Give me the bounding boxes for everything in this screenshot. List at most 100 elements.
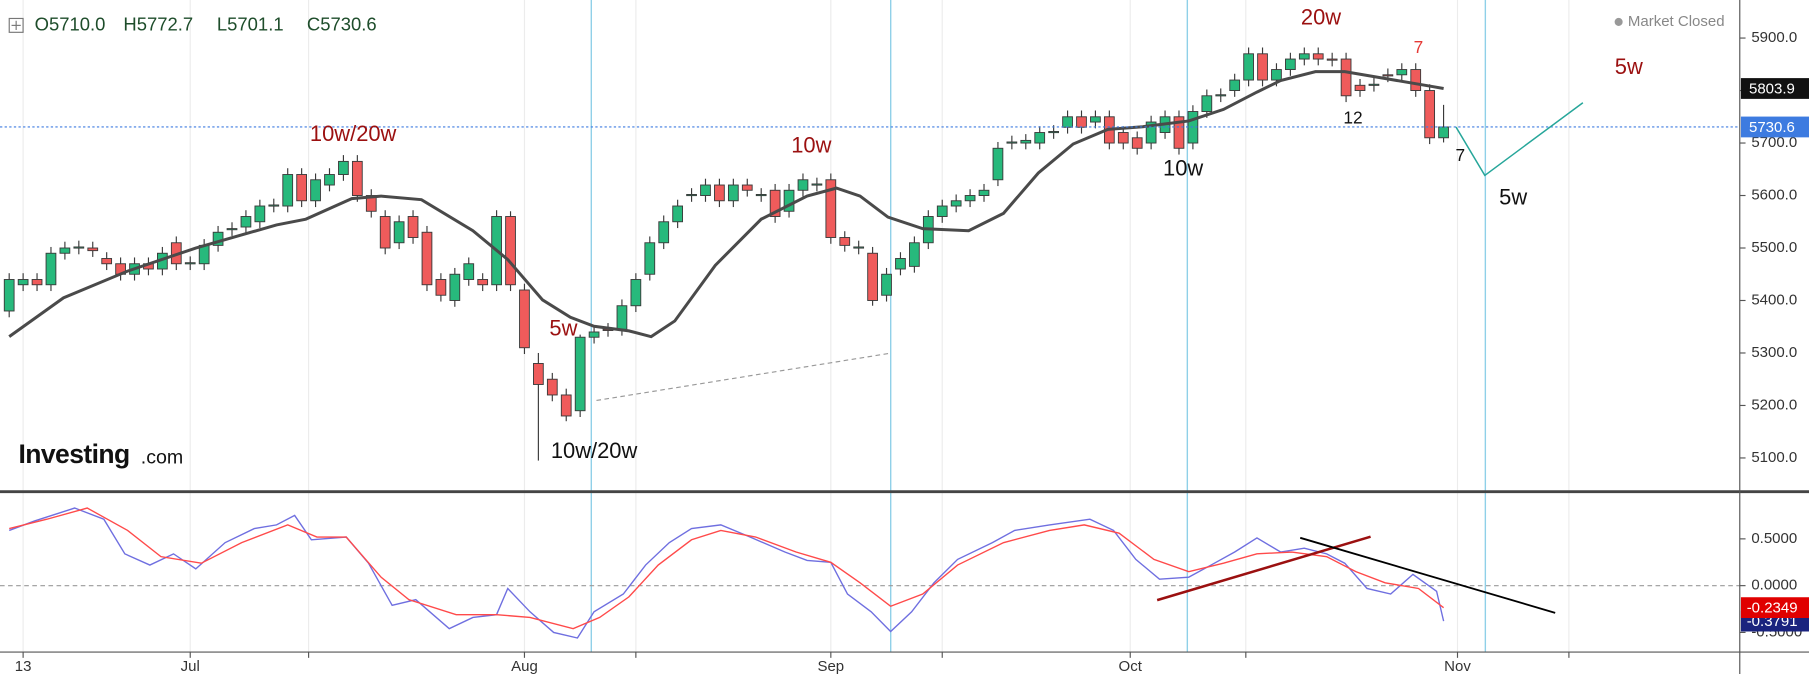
candle-body [421,231,433,286]
candle-body [853,246,865,249]
candle-body [1312,53,1324,60]
candle-body [282,174,294,207]
candle-body [324,174,335,186]
candle-body [895,258,906,270]
ohlc-low: L5701.1 [217,13,284,34]
x-tick-label: Aug [511,658,538,674]
candle-body [1229,79,1241,92]
candle-body [978,189,990,196]
candle-body [839,237,851,246]
candle-body [741,184,753,191]
candle-body [435,279,447,296]
candle-body [1368,83,1380,86]
candle-body [1090,116,1101,123]
y-tick-label: 5200.0 [1751,396,1797,413]
candle-body [1340,58,1352,97]
y-tick-label: 5400.0 [1751,291,1797,308]
candle-body [1034,132,1046,144]
x-tick-label: Sep [817,658,844,674]
candle-body [1117,132,1129,144]
candle-body [477,279,489,286]
candle-body [73,246,85,249]
candle-body [184,262,196,265]
y-tick-label: 5300.0 [1751,344,1797,361]
candle-body [1424,90,1436,139]
candle-body [59,247,71,254]
candle-body [1201,95,1213,112]
candle-body [658,221,670,244]
candle-body [1173,116,1185,149]
candle-body [519,289,530,349]
candle-body [769,189,781,217]
candle-body [1076,116,1087,128]
candle-body [240,216,252,228]
candle-body [936,205,948,217]
y-tick-label: 5600.0 [1751,186,1797,203]
candle-body [296,174,308,202]
candle-body [811,183,823,186]
candle-body [797,179,809,191]
marks-layer [0,47,1740,639]
y-tick-label: 5700.0 [1751,134,1797,151]
candle-body [644,242,656,275]
candle-body [351,160,363,196]
projection-line [1455,102,1584,177]
value-label-box [1740,597,1809,619]
candle-body [17,279,29,286]
annotation: 10w [1163,156,1203,181]
annotation: 10w/20w [551,438,638,463]
candle-body [45,252,57,286]
y-tick-label: 0.0000 [1751,577,1797,594]
candle-body [1006,141,1018,144]
candle-body [1354,84,1366,92]
background-layer [0,0,1740,658]
candle-body [574,336,586,412]
candle-body [546,378,558,396]
candle-body [1257,53,1268,81]
candle-body [268,204,280,207]
candle-body [31,279,43,286]
candle-body [964,195,976,202]
candle-body [1326,58,1338,61]
candle-body [393,221,405,244]
candle-body [1410,69,1422,92]
candle-body [1131,137,1143,149]
y-tick-label: 5500.0 [1751,239,1797,256]
ma-label-box [1740,78,1809,99]
candle-body [1145,121,1157,144]
candle-body [533,363,544,385]
candle-body [992,147,1004,181]
x-tick-label: Nov [1444,658,1471,674]
annotation: 10w [791,132,831,157]
candle-body [1062,116,1073,128]
candle-body [616,305,628,330]
candle-body [560,394,572,417]
candle-body [1285,58,1296,71]
trend-line [1156,535,1371,602]
candle-body [379,216,391,249]
annotation: 12 [1343,107,1362,127]
annotation: 5w [1615,54,1643,79]
watermark-suffix: .com [141,446,183,468]
x-tick-label: Oct [1119,658,1143,674]
candle-body [755,194,767,197]
moving-average [8,70,1444,339]
y-tick-label: 0.5000 [1751,530,1797,547]
annotation: 5w [549,316,577,341]
candle-body [407,216,419,238]
close-label: 5730.6 [1749,119,1795,136]
candle-body [310,179,321,202]
candle-body [338,160,349,175]
value-label: -0.2349 [1747,600,1798,617]
candle-body [1298,53,1310,60]
candle-body [1271,69,1282,81]
candle-body [254,205,266,223]
candle-body [226,228,238,231]
crosshair-icon[interactable] [8,17,24,33]
candle-body [686,194,697,197]
y-tick-label: 5900.0 [1751,29,1797,46]
oscillator-line [8,507,1445,639]
trend-line [1299,536,1556,614]
